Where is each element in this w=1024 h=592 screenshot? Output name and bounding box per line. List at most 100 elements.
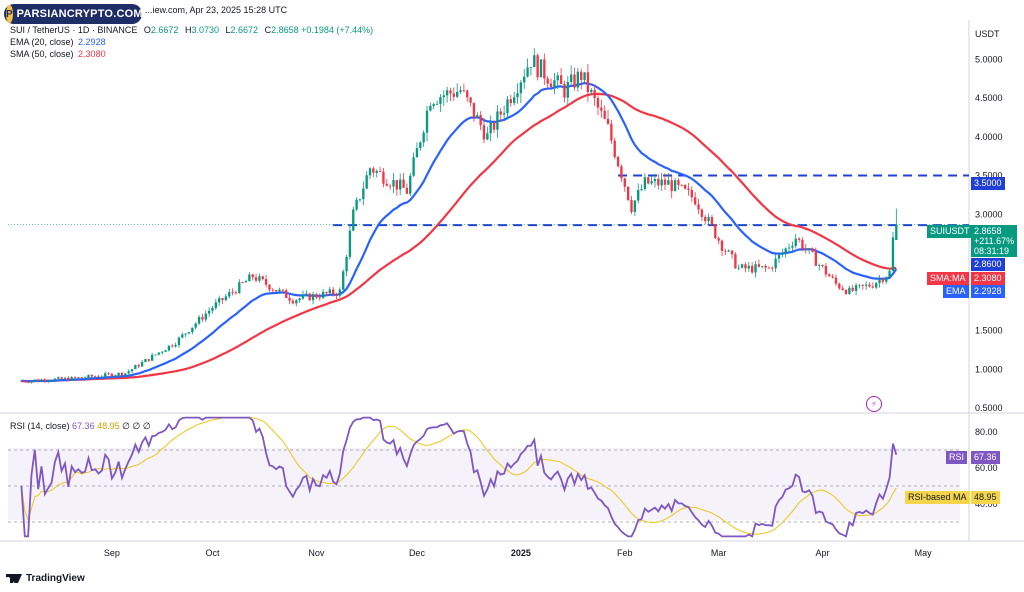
level-2860-tag: 2.8600	[971, 258, 1005, 271]
candle-body	[546, 78, 549, 84]
candle-body	[650, 181, 653, 184]
candle-body	[285, 290, 288, 298]
symbol-tag: SUIUSDT	[927, 225, 973, 238]
candle-body	[218, 298, 221, 303]
candle-body	[117, 372, 120, 376]
candle-body	[616, 156, 620, 167]
candle-body	[610, 123, 613, 141]
candle-body	[781, 252, 784, 255]
candle-body	[352, 209, 355, 231]
candle-body	[358, 199, 362, 201]
high-value: 3.0730	[191, 25, 219, 35]
candle-body	[83, 377, 87, 379]
candle-body	[563, 84, 566, 98]
candle-body	[73, 377, 77, 378]
candle-body	[419, 142, 422, 149]
candle-body	[251, 274, 254, 278]
candle-body	[606, 118, 610, 124]
candle-body	[814, 251, 818, 266]
candle-body	[804, 248, 807, 250]
tradingview-logo-icon	[6, 574, 22, 583]
price-tick-label: 5.0000	[975, 54, 1003, 64]
candle-body	[482, 125, 486, 140]
candle-body	[144, 359, 147, 363]
candle-body	[549, 83, 553, 88]
candle-body	[657, 178, 660, 186]
price-tick-label: 4.0000	[975, 132, 1003, 142]
candle-body	[509, 99, 512, 104]
candle-body	[486, 133, 489, 140]
rsi-legend-extra-3: ∅	[142, 421, 151, 431]
candle-body	[409, 175, 412, 194]
candle-body	[643, 177, 647, 190]
candle-body	[888, 270, 891, 278]
candle-body	[181, 334, 184, 338]
rsi-ma-tag-name: RSI-based MA	[905, 491, 970, 504]
candle-body	[331, 289, 335, 295]
rsi-legend-extra-2: ∅	[132, 421, 141, 431]
candle-body	[224, 296, 228, 300]
price-unit[interactable]: USDT	[975, 29, 1000, 39]
candle-body	[660, 179, 663, 186]
candle-body	[848, 287, 851, 294]
candle-body	[828, 274, 831, 277]
candle-body	[368, 168, 372, 176]
candle-body	[93, 376, 97, 378]
candle-body	[559, 75, 563, 85]
candle-body	[573, 74, 576, 88]
candle-body	[791, 245, 794, 248]
candle-body	[697, 204, 700, 210]
candle-body	[687, 188, 690, 191]
candle-body	[429, 106, 432, 111]
candle-body	[70, 377, 73, 381]
candle-body	[23, 380, 26, 382]
candle-body	[335, 294, 338, 296]
rsi-line	[20, 416, 898, 538]
sma-legend[interactable]: SMA (50, close) 2.3080	[10, 49, 106, 59]
lightning-icon[interactable]: ⚡	[866, 396, 882, 412]
candle-body	[885, 277, 888, 282]
close-label: C	[264, 25, 272, 35]
ema-legend-value: 2.2928	[78, 37, 106, 47]
time-tick-label: May	[915, 548, 933, 558]
candle-body	[395, 180, 399, 190]
candle-body	[543, 59, 546, 79]
rsi-tick-label: 60.00	[975, 463, 998, 473]
candle-body	[114, 375, 117, 377]
candle-body	[120, 372, 124, 376]
candle-body	[372, 168, 375, 173]
candle-body	[375, 170, 378, 173]
candle-body	[348, 230, 352, 257]
time-tick-label: Nov	[308, 548, 325, 558]
candle-body	[385, 183, 388, 186]
rsi-ma-legend-value: 48.95	[97, 421, 120, 431]
candle-body	[36, 379, 40, 382]
candle-body	[801, 239, 804, 249]
candle-body	[821, 264, 824, 266]
candle-body	[449, 90, 452, 94]
candle-body	[647, 177, 650, 184]
candle-body	[861, 284, 864, 286]
candle-body	[717, 238, 720, 241]
candle-body	[841, 288, 844, 291]
time-tick-label: 2025	[511, 548, 531, 558]
rsi-tag-value: 67.36	[971, 451, 1000, 464]
time-tick-label: Dec	[409, 548, 426, 558]
candle-body	[868, 284, 871, 287]
tradingview-footer[interactable]: TradingView	[6, 573, 85, 584]
candle-body	[590, 89, 593, 93]
ema-legend[interactable]: EMA (20, close) 2.2928	[10, 37, 106, 47]
candle-body	[637, 190, 640, 201]
candle-body	[342, 271, 345, 290]
rsi-legend[interactable]: RSI (14, close) 67.36 48.95 ∅ ∅ ∅	[10, 421, 151, 432]
candle-body	[469, 97, 472, 103]
candle-body	[124, 373, 127, 376]
candle-body	[248, 274, 251, 282]
candle-body	[422, 132, 425, 143]
candle-body	[171, 345, 174, 347]
candle-body	[834, 277, 838, 284]
candle-body	[586, 72, 590, 93]
candle-body	[499, 111, 502, 115]
ema-tag-value: 2.2928	[971, 285, 1005, 298]
